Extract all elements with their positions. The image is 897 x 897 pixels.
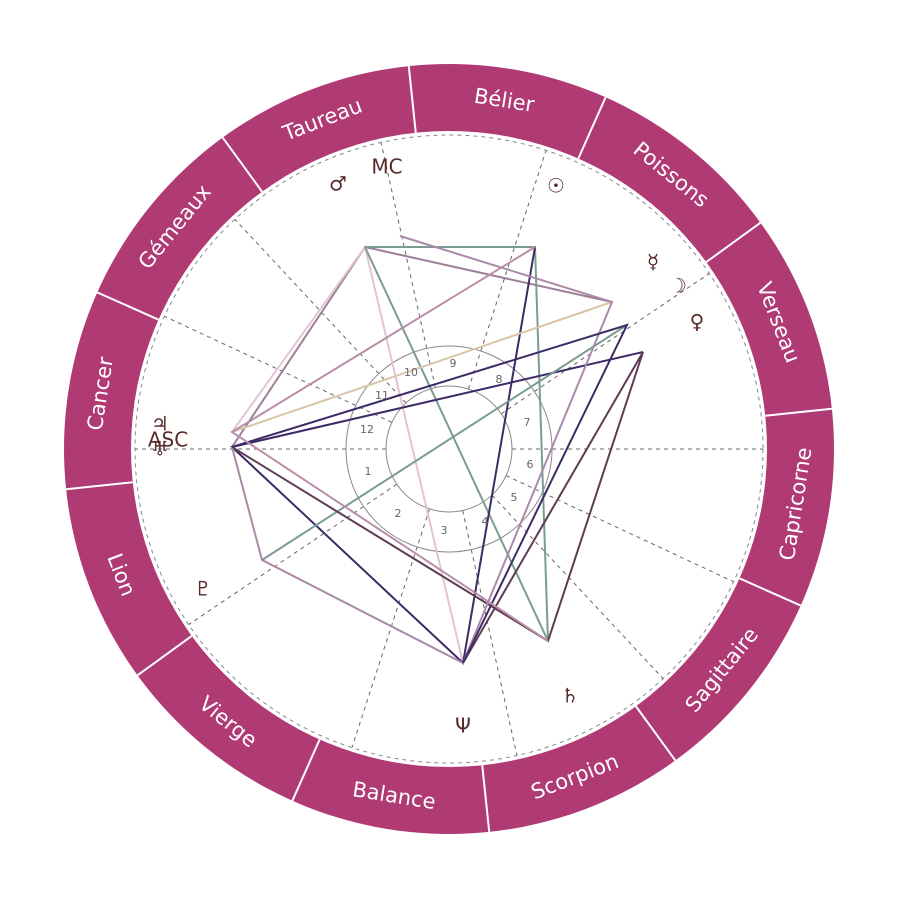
planet-glyph: ♀ xyxy=(690,310,705,334)
house-number: 4 xyxy=(482,515,489,528)
planet-glyph: ♃ xyxy=(151,412,169,436)
planet-glyph: ASC xyxy=(148,428,188,452)
house-number: 12 xyxy=(360,423,374,436)
aspect-line xyxy=(229,246,644,665)
house-number: 3 xyxy=(441,524,448,537)
house-number: 7 xyxy=(524,416,531,429)
house-number: 1 xyxy=(365,465,372,478)
inner-area xyxy=(131,131,767,767)
sign-divider xyxy=(136,635,193,677)
aspect-line xyxy=(231,351,644,664)
house-number: 9 xyxy=(450,357,457,370)
sign-divider xyxy=(407,66,417,133)
aspect-line xyxy=(261,324,628,561)
sign-divider xyxy=(66,481,133,491)
house-number: 6 xyxy=(527,458,534,471)
aspect-line xyxy=(231,301,613,433)
sign-divider xyxy=(765,407,832,417)
sign-divider xyxy=(705,221,762,263)
house-number: 11 xyxy=(375,389,389,402)
house-cusp xyxy=(500,272,710,415)
house-cusp xyxy=(234,219,407,404)
house-number: 2 xyxy=(395,507,402,520)
planet-glyph: MC xyxy=(371,155,402,179)
aspect-lines xyxy=(229,235,644,665)
aspect-line xyxy=(231,323,629,664)
inner-circle xyxy=(385,385,513,513)
house-number: 5 xyxy=(511,491,518,504)
sign-divider xyxy=(96,291,159,321)
house-cusp xyxy=(380,142,436,388)
house-cusp xyxy=(467,150,547,390)
planet-glyph: Ψ xyxy=(455,714,471,738)
planet-glyph: ♅ xyxy=(151,437,169,461)
planet-glyph: ☉ xyxy=(547,174,565,198)
planet-glyph: ♇ xyxy=(194,577,212,601)
sign-divider xyxy=(221,136,263,193)
house-cusp xyxy=(462,510,518,756)
aspect-line xyxy=(230,246,549,642)
house-number: 10 xyxy=(404,366,418,379)
house-cusp xyxy=(351,508,431,748)
house-cusp xyxy=(188,483,398,626)
planet-glyph: ☽ xyxy=(669,274,687,298)
planet-glyph: ♄ xyxy=(561,684,579,708)
planet-glyph: ♂ xyxy=(329,172,347,196)
planet-glyph: ☿ xyxy=(647,250,659,274)
sign-divider xyxy=(577,96,607,159)
sign-divider xyxy=(635,705,677,762)
sign-divider xyxy=(481,765,491,832)
house-cusp xyxy=(164,315,393,423)
aspect-line xyxy=(364,246,549,642)
sign-divider xyxy=(291,739,321,802)
sign-divider xyxy=(739,577,802,607)
house-number: 8 xyxy=(496,373,503,386)
